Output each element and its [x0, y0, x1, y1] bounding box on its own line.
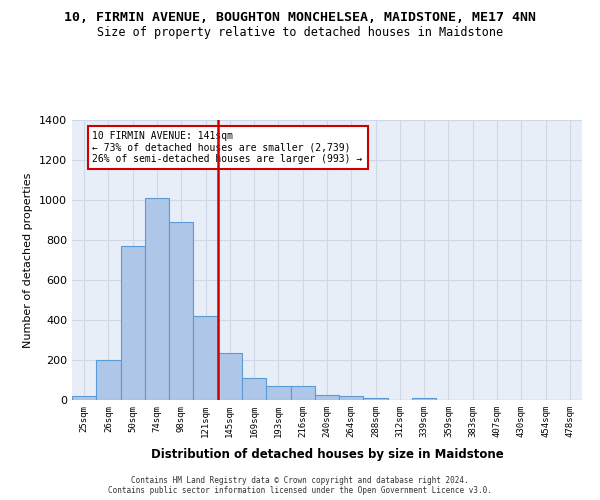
Bar — [193, 316, 218, 400]
Bar — [145, 198, 169, 400]
Bar — [242, 378, 266, 400]
Text: Contains HM Land Registry data © Crown copyright and database right 2024.
Contai: Contains HM Land Registry data © Crown c… — [108, 476, 492, 495]
Bar — [218, 353, 242, 400]
Bar — [412, 398, 436, 400]
Y-axis label: Number of detached properties: Number of detached properties — [23, 172, 34, 348]
Bar — [266, 386, 290, 400]
Bar — [315, 395, 339, 400]
Bar — [169, 222, 193, 400]
X-axis label: Distribution of detached houses by size in Maidstone: Distribution of detached houses by size … — [151, 448, 503, 461]
Text: 10, FIRMIN AVENUE, BOUGHTON MONCHELSEA, MAIDSTONE, ME17 4NN: 10, FIRMIN AVENUE, BOUGHTON MONCHELSEA, … — [64, 11, 536, 24]
Bar — [96, 360, 121, 400]
Bar — [121, 246, 145, 400]
Text: 10 FIRMIN AVENUE: 141sqm
← 73% of detached houses are smaller (2,739)
26% of sem: 10 FIRMIN AVENUE: 141sqm ← 73% of detach… — [92, 131, 362, 164]
Bar — [72, 396, 96, 400]
Bar — [364, 398, 388, 400]
Text: Size of property relative to detached houses in Maidstone: Size of property relative to detached ho… — [97, 26, 503, 39]
Bar — [339, 396, 364, 400]
Bar — [290, 386, 315, 400]
